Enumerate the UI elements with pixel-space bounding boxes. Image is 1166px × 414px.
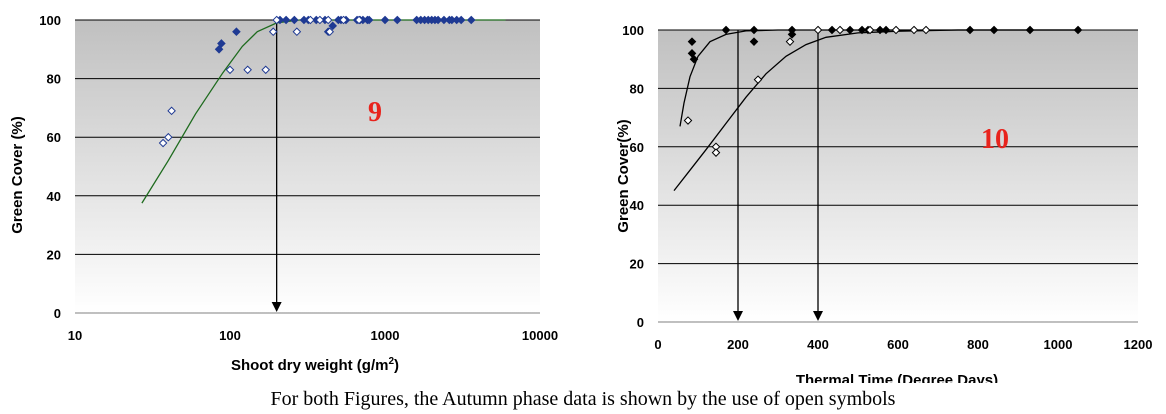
chart-9-filled-point [466, 15, 476, 25]
chart-9-x-tick-label: 1000 [371, 328, 400, 343]
chart-9-open-point [325, 27, 335, 37]
chart-10-arrow-head [813, 311, 823, 321]
chart-10-x-tick-label: 1200 [1124, 337, 1153, 352]
chart-9-filled-point [456, 15, 466, 25]
chart-10-open-point [813, 25, 823, 35]
chart-10-annotation: 10 [981, 124, 1009, 155]
chart-9-open-point [339, 15, 348, 25]
chart-9-open-point [261, 65, 271, 75]
chart-9-background [75, 20, 540, 313]
chart-10-open-point [865, 25, 875, 35]
chart-10-filled-point [827, 25, 837, 35]
chart-9-x-axis-label: Shoot dry weight (g/m2) [231, 356, 399, 374]
chart-10-open-point [921, 25, 931, 35]
chart-9-y-tick-label: 0 [54, 306, 61, 321]
chart-9-filled-point [392, 15, 402, 25]
chart-10-y-tick-label: 20 [630, 257, 644, 272]
chart-9-y-tick-label: 100 [39, 13, 61, 28]
chart-9-open-point [306, 15, 315, 25]
chart-10-filled-point [1025, 25, 1035, 35]
chart-10-arrow-head [733, 311, 743, 321]
chart-10-y-tick-label: 60 [630, 140, 644, 155]
chart-9-filled-point [232, 27, 241, 37]
chart-9-open-point [323, 15, 333, 25]
chart-9-y-tick-label: 20 [47, 247, 61, 262]
chart-9: 0 20 40 60 80 100 10 100 1000 10000 9 Green Cove… [9, 13, 558, 374]
chart-9-filled-point [328, 21, 338, 31]
chart-10-x-tick-label: 1000 [1044, 337, 1073, 352]
chart-10-filled-point [687, 37, 697, 46]
chart-9-x-ticks: 10 100 1000 10000 [68, 328, 558, 343]
chart-9-x-axis-label-main: Shoot dry weight (g/m [231, 357, 389, 374]
chart-10-filled-point [845, 25, 855, 35]
chart-10-y-tick-label: 80 [630, 81, 644, 96]
chart-10-open-point [711, 148, 721, 157]
chart-9-filled-point [214, 44, 224, 54]
chart-10-plot-area [658, 25, 1138, 323]
chart-10: 0 20 40 60 80 100 0 200 400 600 800 1000 1200 10 Gr… [615, 23, 1152, 389]
chart-9-open-point [354, 15, 364, 25]
chart-10-filled-point [857, 25, 867, 35]
chart-10-open-point [835, 25, 845, 35]
chart-9-x-axis-label-sup: 2 [388, 356, 394, 367]
chart-10-filled-point [787, 30, 797, 39]
chart-9-filled-point [281, 15, 291, 25]
chart-10-filled-point [721, 25, 731, 35]
chart-9-open-point [272, 15, 281, 25]
chart-9-x-axis-label-end: ) [394, 357, 399, 374]
chart-10-background [658, 30, 1138, 322]
figure-caption: For both Figures, the Autumn phase data … [271, 388, 896, 410]
chart-10-fit-curve [679, 29, 1078, 127]
chart-10-filled-point [749, 37, 759, 46]
chart-10-y-axis-label: Green Cover(%) [615, 119, 632, 232]
chart-9-x-tick-label: 10000 [522, 328, 558, 343]
chart-10-open-point [753, 75, 763, 84]
chart-9-arrow-head [271, 302, 282, 312]
chart-10-open-point [909, 25, 919, 35]
chart-9-y-tick-label: 60 [47, 130, 61, 145]
chart-10-x-tick-label: 400 [807, 337, 829, 352]
chart-10-filled-point [749, 25, 759, 35]
chart-10-y-tick-label: 40 [630, 198, 644, 213]
chart-9-open-point [268, 27, 278, 37]
chart-9-open-point [315, 15, 325, 25]
chart-10-filled-point [1073, 25, 1083, 35]
chart-9-filled-point [380, 15, 390, 25]
chart-9-open-point [292, 27, 302, 37]
chart-10-filled-point [875, 25, 885, 35]
chart-9-filled-point [364, 15, 374, 25]
chart-10-open-point [891, 25, 901, 35]
chart-9-y-tick-label: 40 [47, 189, 61, 204]
chart-10-y-tick-label: 100 [622, 23, 644, 38]
chart-9-open-point [225, 65, 235, 75]
chart-9-y-ticks: 0 20 40 60 80 100 [39, 13, 61, 321]
chart-9-open-point [164, 132, 173, 142]
chart-10-filled-point [989, 25, 999, 35]
chart-9-y-tick-label: 80 [47, 72, 61, 87]
chart-10-x-tick-label: 800 [967, 337, 989, 352]
chart-9-y-axis-label: Green Cover (%) [9, 116, 26, 234]
chart-10-y-ticks: 0 20 40 60 80 100 [622, 23, 644, 330]
chart-10-filled-point [965, 25, 975, 35]
chart-10-open-point [785, 37, 795, 46]
chart-10-filled-point [881, 25, 891, 35]
chart-10-open-point [683, 116, 693, 125]
chart-10-x-tick-label: 200 [727, 337, 749, 352]
chart-9-x-tick-label: 10 [68, 328, 82, 343]
chart-9-annotation: 9 [368, 97, 382, 128]
chart-10-x-tick-label: 0 [654, 337, 661, 352]
chart-10-x-ticks: 0 200 400 600 800 1000 1200 [654, 337, 1152, 352]
chart-9-filled-point [290, 15, 299, 25]
chart-9-x-tick-label: 100 [219, 328, 241, 343]
chart-9-open-point [158, 138, 168, 148]
chart-9-open-point [167, 106, 176, 116]
chart-9-open-point [243, 65, 252, 75]
chart-10-y-tick-label: 0 [637, 315, 644, 330]
chart-10-filled-point [689, 54, 699, 64]
chart-9-plot-area [75, 15, 540, 314]
chart-10-x-tick-label: 600 [887, 337, 909, 352]
chart-9-filled-point [433, 15, 443, 25]
chart-9-filled-point [217, 39, 226, 48]
